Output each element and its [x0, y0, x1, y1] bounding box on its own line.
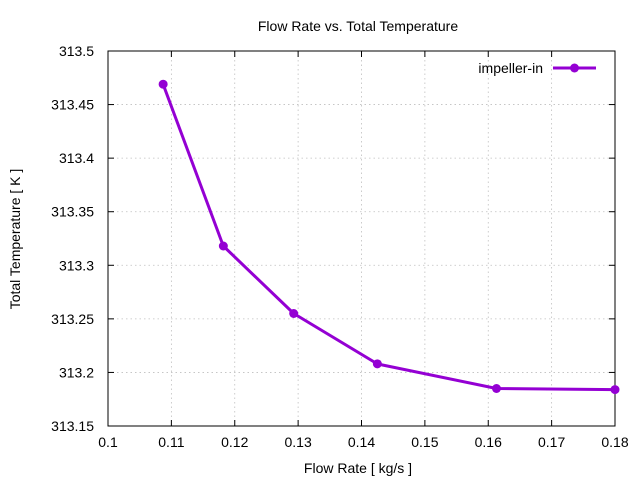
- x-tick-label: 0.12: [221, 434, 248, 450]
- y-tick-label: 313.4: [59, 150, 94, 166]
- series-layer: [158, 79, 620, 395]
- data-point: [218, 241, 228, 251]
- series-line: [161, 83, 616, 392]
- data-point: [158, 79, 168, 89]
- data-point: [289, 309, 299, 318]
- x-tick-label: 0.1: [98, 434, 118, 450]
- y-tick-label: 313.2: [59, 364, 94, 380]
- y-tick-label: 313.25: [51, 311, 94, 327]
- x-axis-label: Flow Rate [ kg/s ]: [304, 460, 412, 476]
- x-tick-labels: 0.1 0.11 0.12 0.13 0.14 0.15 0.16 0.17 0.18: [98, 434, 629, 450]
- x-tick-label: 0.15: [411, 434, 438, 450]
- chart-title: Flow Rate vs. Total Temperature: [258, 18, 458, 34]
- y-tick-label: 313.35: [51, 204, 94, 220]
- y-tick-label: 313.5: [59, 43, 94, 59]
- grid: [108, 51, 615, 426]
- legend-marker: [570, 63, 579, 73]
- y-tick-label: 313.3: [59, 257, 94, 273]
- legend-label: impeller-in: [478, 60, 543, 76]
- x-tick-label: 0.18: [601, 434, 628, 450]
- y-tick-label: 313.45: [51, 97, 94, 113]
- axis-ticks: [107, 50, 616, 427]
- x-tick-label: 0.14: [348, 434, 375, 450]
- x-tick-label: 0.16: [475, 434, 502, 450]
- y-axis-label: Total Temperature [ K ]: [7, 169, 23, 310]
- data-point: [372, 359, 382, 369]
- y-tick-labels: 313.15 313.2 313.25 313.3 313.35 313.4 313.45 3…: [51, 43, 94, 434]
- plot-frame: [107, 50, 616, 427]
- x-tick-label: 0.11: [158, 434, 184, 450]
- legend: impeller-in: [478, 60, 596, 76]
- y-tick-label: 313.15: [51, 418, 94, 434]
- x-tick-label: 0.13: [285, 434, 312, 450]
- data-point: [491, 384, 501, 393]
- data-point: [610, 385, 620, 395]
- x-tick-label: 0.17: [538, 434, 565, 450]
